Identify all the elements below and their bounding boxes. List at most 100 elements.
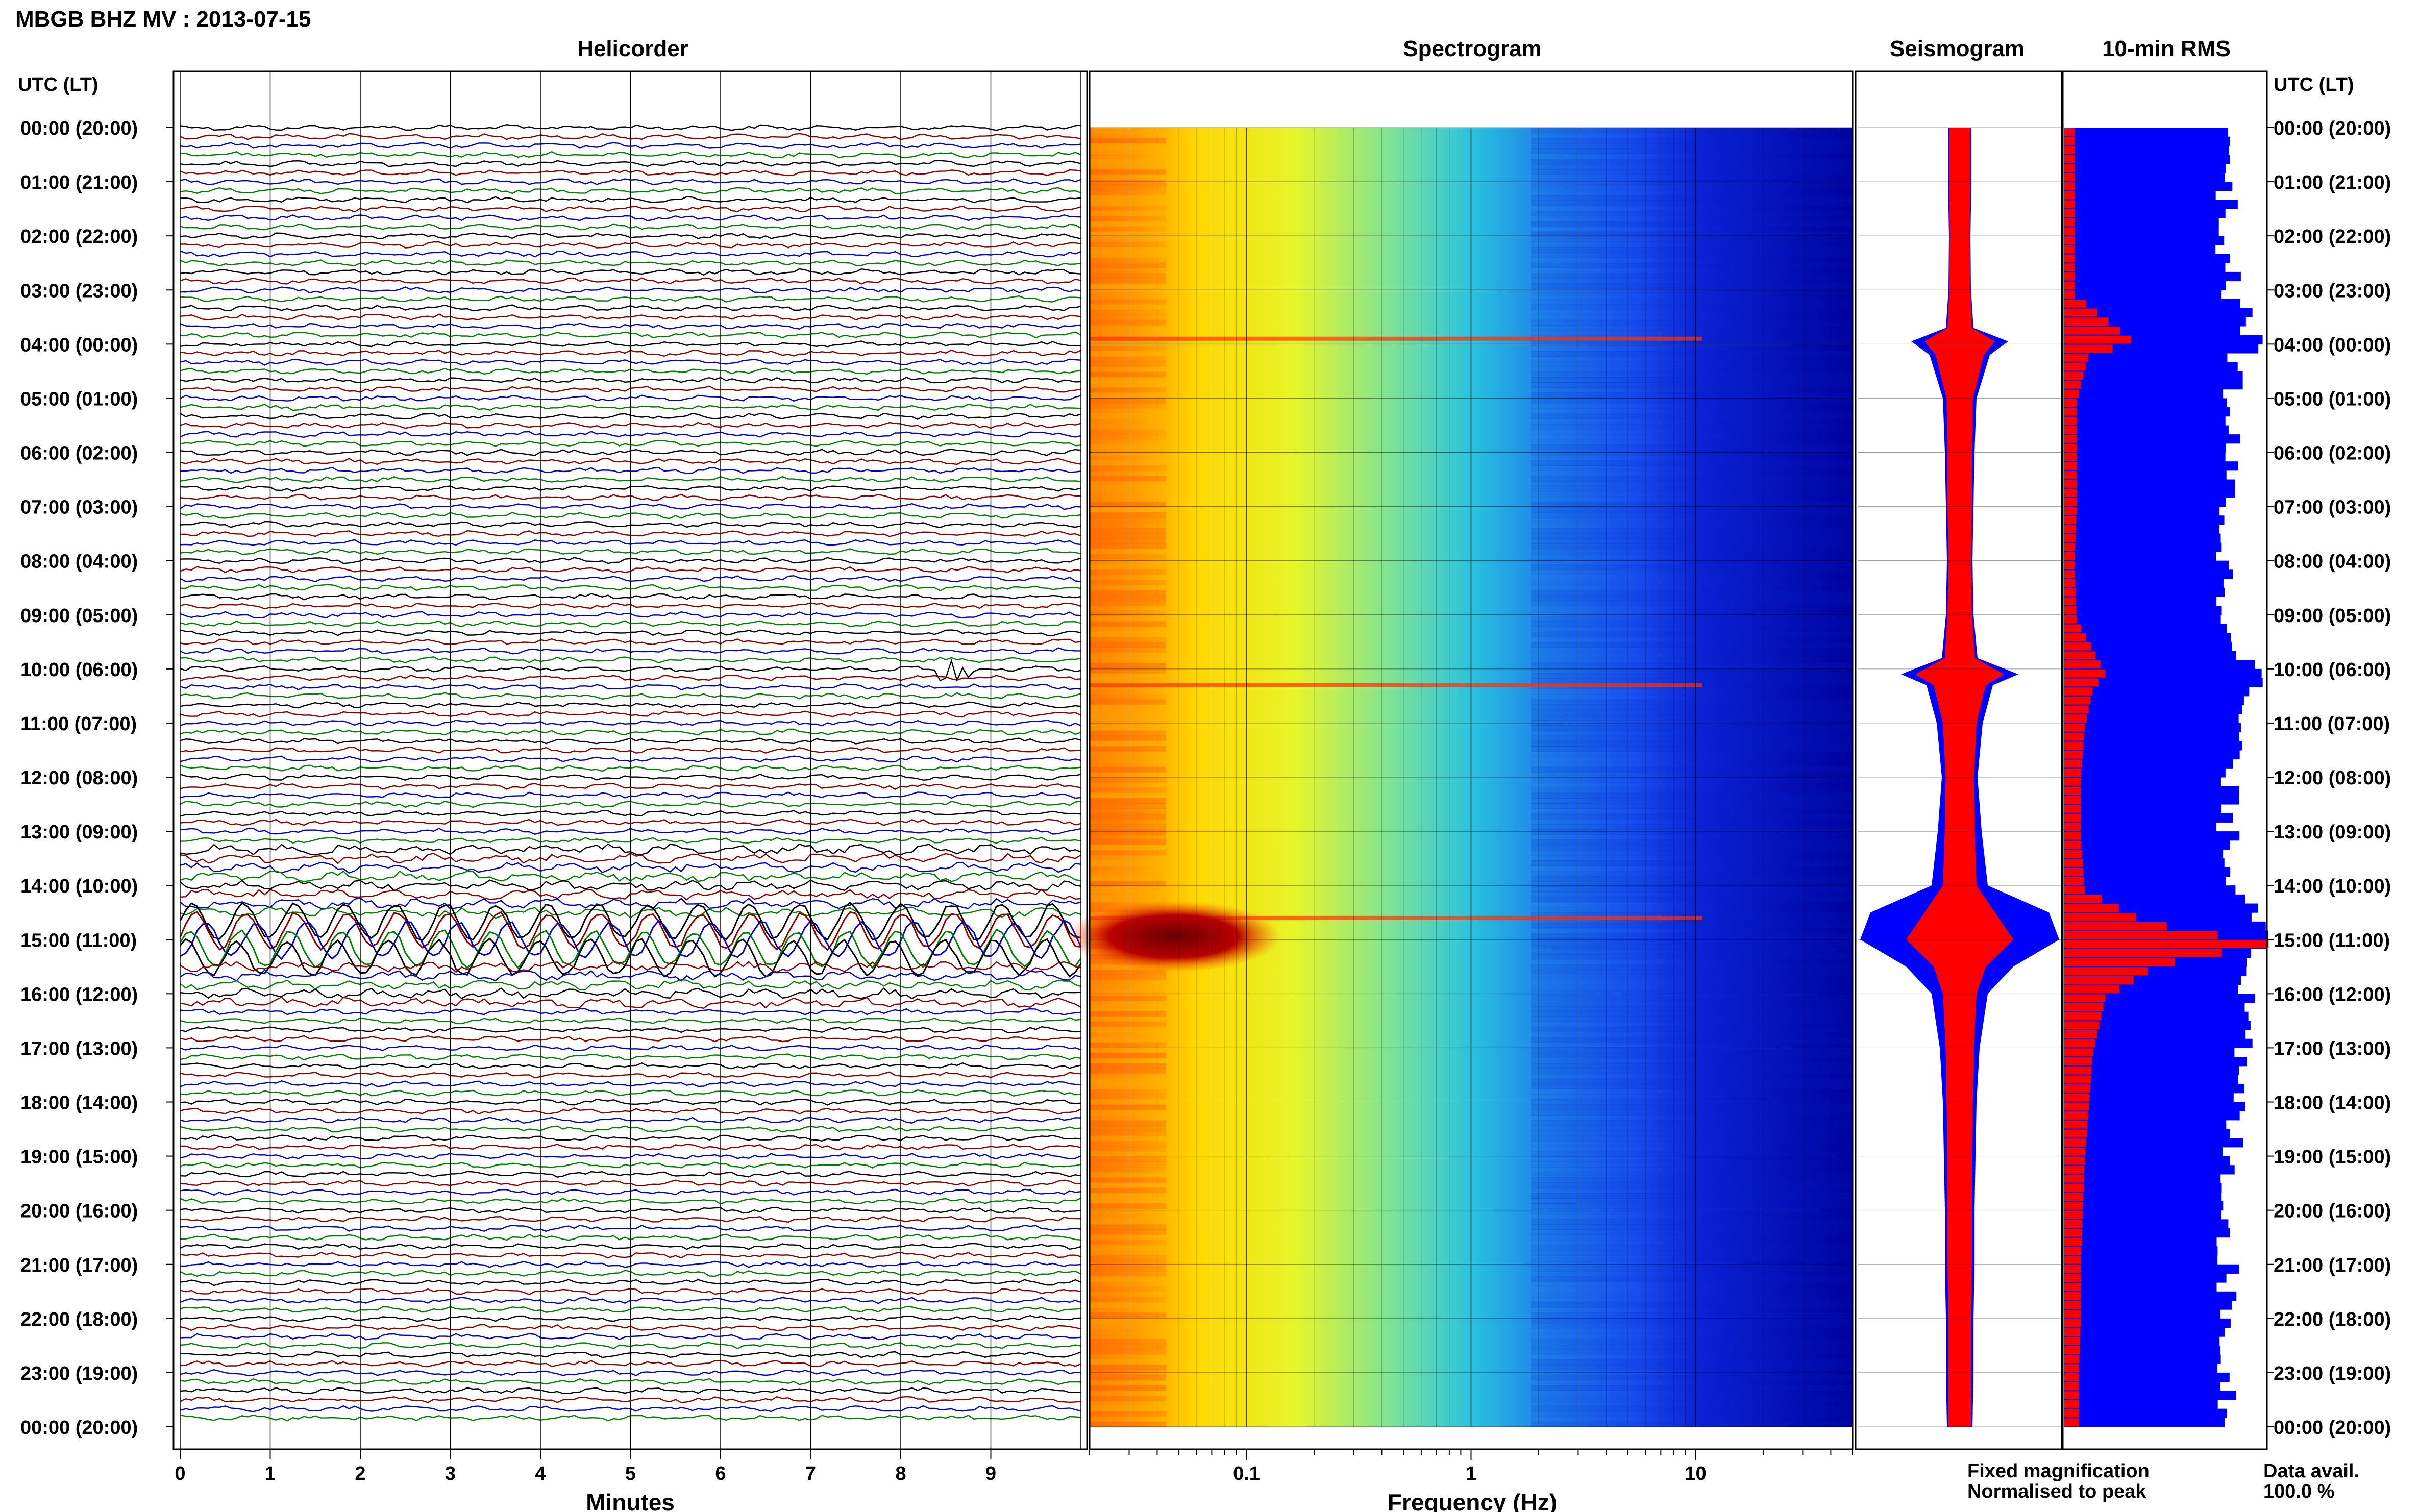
rms-bar-normalised (2064, 678, 2099, 687)
rms-bar-normalised (2064, 299, 2086, 308)
spectrogram-row (1531, 980, 1853, 986)
spectrogram-row (1090, 1094, 1166, 1100)
spectrogram-row (1090, 1240, 1166, 1246)
spectrogram-row (1090, 283, 1166, 289)
spectrogram-row (1531, 486, 1853, 492)
rms-bar-normalised (2064, 769, 2082, 777)
spectrogram-row (1531, 621, 1853, 627)
rms-bar-normalised (2064, 931, 2217, 939)
spectrogram-row (1531, 855, 1853, 861)
rms-bar-fixed (2064, 795, 2239, 805)
spectrogram-row (1090, 1161, 1166, 1168)
spectrogram-row (1090, 876, 1166, 882)
spectrogram-row (1531, 1395, 1853, 1402)
rms-bar-fixed (2064, 1030, 2246, 1039)
rms-bar-normalised (2064, 1183, 2084, 1192)
spectrogram-row (1531, 314, 1853, 320)
rms-bar-normalised (2064, 389, 2079, 398)
rms-bar-normalised (2064, 335, 2132, 344)
spectrogram-row (1090, 881, 1166, 887)
spectrogram-row (1090, 709, 1166, 715)
rms-bar-fixed (2064, 641, 2232, 651)
rms-bar-normalised (2064, 633, 2086, 641)
rms-bar-normalised (2064, 308, 2097, 317)
rms-bar-normalised (2064, 1129, 2087, 1138)
spectrogram-x-ticks: 0.1 1 10 (1089, 128, 1853, 1484)
spectrogram-row (1090, 1260, 1166, 1267)
rms-bar-fixed (2064, 281, 2226, 290)
spectrogram-row (1531, 444, 1853, 451)
rms-bar-fixed (2064, 551, 2216, 561)
spectrogram-row (1531, 631, 1853, 638)
time-label-left: 22:00 (18:00) (20, 1309, 138, 1330)
rms-bar-fixed (2064, 705, 2242, 714)
rms-bar-fixed (2064, 353, 2228, 363)
spectrogram-row (1090, 1198, 1166, 1204)
spectrogram-row (1531, 377, 1853, 383)
rms-bar-fixed (2064, 633, 2231, 642)
time-labels: 00:00 (20:00) 00:00 (20:00) 01:00 (21:00) 0… (20, 118, 2391, 1439)
rms-bar-fixed (2064, 1345, 2220, 1355)
rms-bar-fixed (2064, 371, 2243, 381)
rms-bar-normalised (2064, 155, 2075, 163)
rms-bar-fixed (2064, 668, 2262, 679)
spectrogram-row (1531, 1240, 1853, 1246)
spectrogram-row (1090, 714, 1166, 721)
rms-bar-normalised (2064, 489, 2077, 497)
spectrogram-row (1090, 1401, 1166, 1407)
spectrogram-row (1531, 881, 1853, 887)
spectrogram-row (1090, 1130, 1166, 1136)
rms-bar-normalised (2064, 1021, 2099, 1030)
spectrogram-row (1090, 834, 1166, 840)
spectrogram-row (1531, 502, 1853, 508)
spectrogram-row (1531, 616, 1853, 622)
spectrogram-row (1531, 1177, 1853, 1183)
rms-bar-normalised (2064, 1418, 2079, 1426)
rms-bar-normalised (2064, 128, 2075, 136)
spectrogram-row (1531, 1032, 1853, 1038)
spectrogram-row (1090, 1156, 1166, 1162)
spectrogram-row (1090, 159, 1166, 165)
rms-bar-normalised (2064, 326, 2120, 335)
spectrogram-row (1090, 408, 1166, 414)
spectrogram-row (1531, 543, 1853, 549)
rms-bar-fixed (2064, 696, 2244, 706)
rms-bar-fixed (2064, 407, 2230, 417)
rms-bar-fixed (2064, 741, 2242, 751)
spectrogram-row (1090, 730, 1166, 736)
spectrogram-row (1090, 694, 1166, 700)
spectrogram-row (1090, 455, 1166, 461)
rms-bar-fixed (2064, 1138, 2243, 1148)
rms-bar-fixed (2064, 1381, 2220, 1391)
spectrogram-row (1531, 1276, 1853, 1282)
spectrogram-row (1531, 1193, 1853, 1199)
spectrogram-row (1531, 923, 1853, 929)
spectrogram-row (1090, 777, 1166, 783)
spectrogram-row (1090, 309, 1166, 315)
rms-bar-normalised (2064, 714, 2087, 723)
rms-bar-normalised (2064, 1364, 2079, 1372)
spectrogram-row (1531, 1344, 1853, 1350)
spectrogram-row (1090, 226, 1166, 232)
spectrogram-row (1531, 829, 1853, 835)
spectrogram-row (1090, 533, 1166, 539)
spectrogram-row (1531, 387, 1853, 393)
rms-bar-normalised (2064, 895, 2102, 903)
spectrogram-row (1090, 491, 1166, 498)
rms-bar-normalised (2064, 976, 2134, 984)
spectrogram-row (1531, 580, 1853, 586)
spectrogram-row (1531, 1333, 1853, 1339)
spectrogram-row (1531, 205, 1853, 211)
spectrogram-row (1531, 600, 1853, 606)
spectrogram-row (1090, 1032, 1166, 1038)
spectrogram-row (1090, 185, 1166, 191)
rms-bar-normalised (2064, 850, 2082, 858)
rms-bar-fixed (2064, 750, 2240, 760)
rms-bar-normalised (2064, 173, 2075, 182)
rms-bar-normalised (2064, 732, 2084, 741)
rms-panel (2064, 128, 2268, 1427)
rms-bar-fixed (2064, 515, 2225, 525)
rms-bar-fixed (2064, 200, 2238, 209)
spectrogram-row (1090, 1395, 1166, 1402)
spectrogram-row (1531, 1411, 1853, 1417)
